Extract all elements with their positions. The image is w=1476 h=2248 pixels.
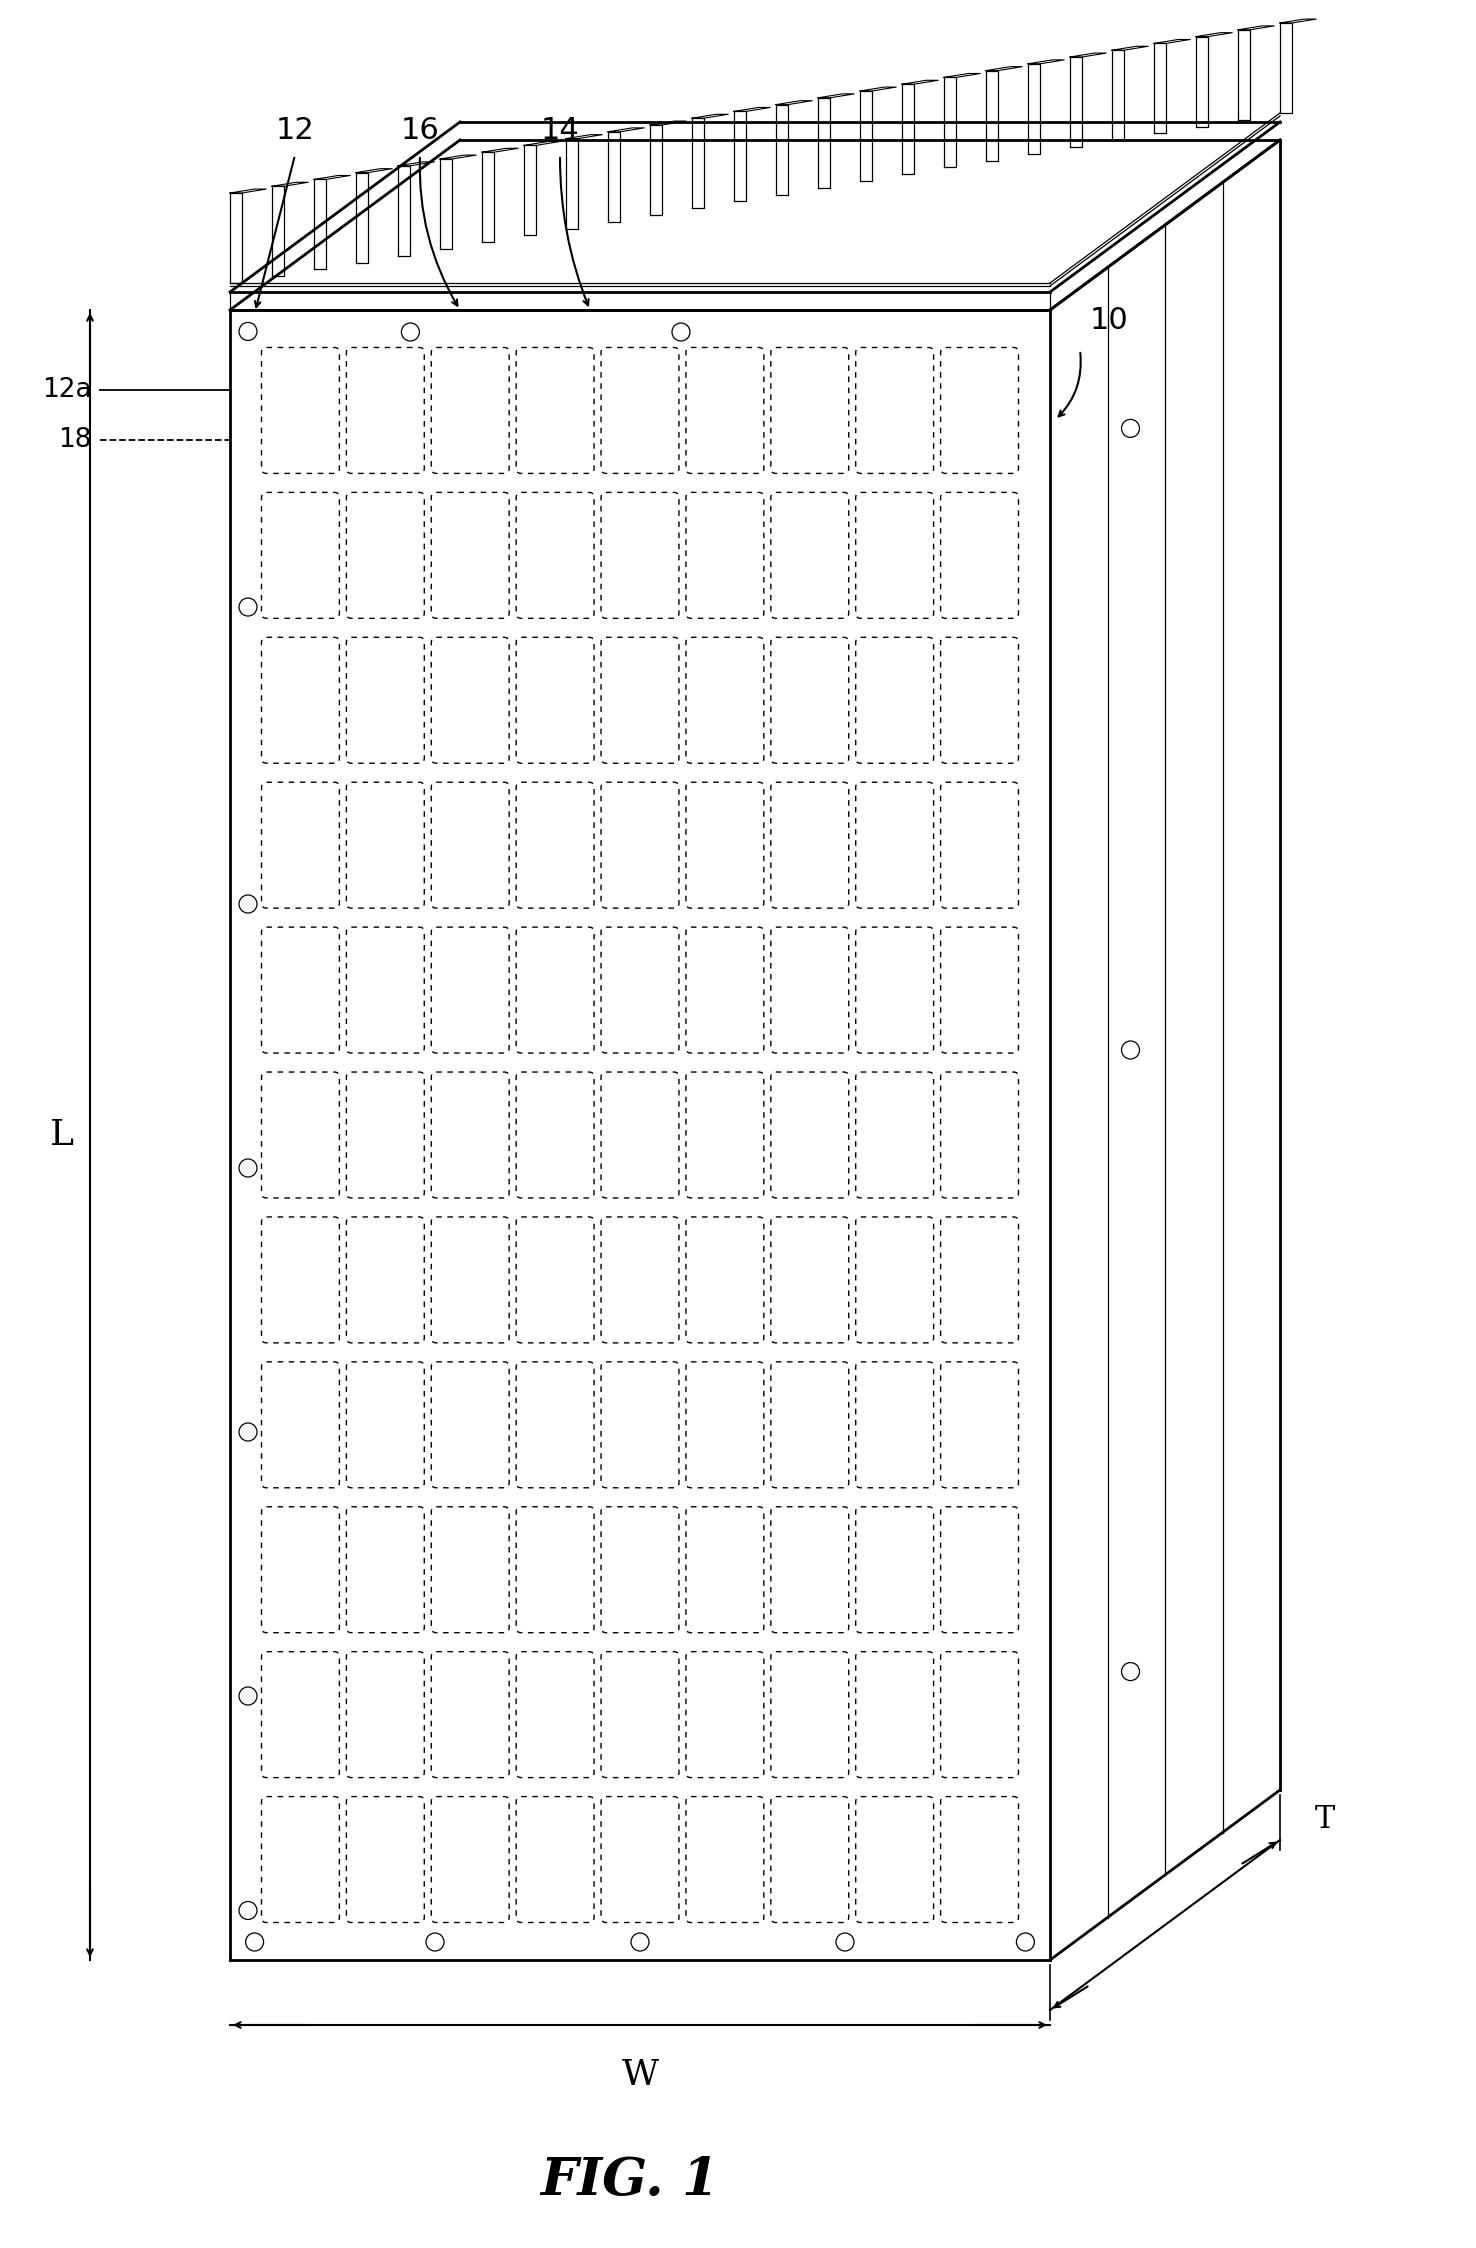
- Text: FIG. 1: FIG. 1: [540, 2154, 719, 2205]
- Text: T: T: [1315, 1805, 1336, 1837]
- Text: 10: 10: [1089, 306, 1129, 335]
- Text: W: W: [621, 2057, 658, 2093]
- Text: 14: 14: [540, 117, 580, 146]
- Text: L: L: [50, 1117, 74, 1151]
- Text: 16: 16: [400, 117, 440, 146]
- Text: 18: 18: [59, 427, 92, 454]
- Text: 12a: 12a: [43, 378, 92, 402]
- Text: 12: 12: [276, 117, 314, 146]
